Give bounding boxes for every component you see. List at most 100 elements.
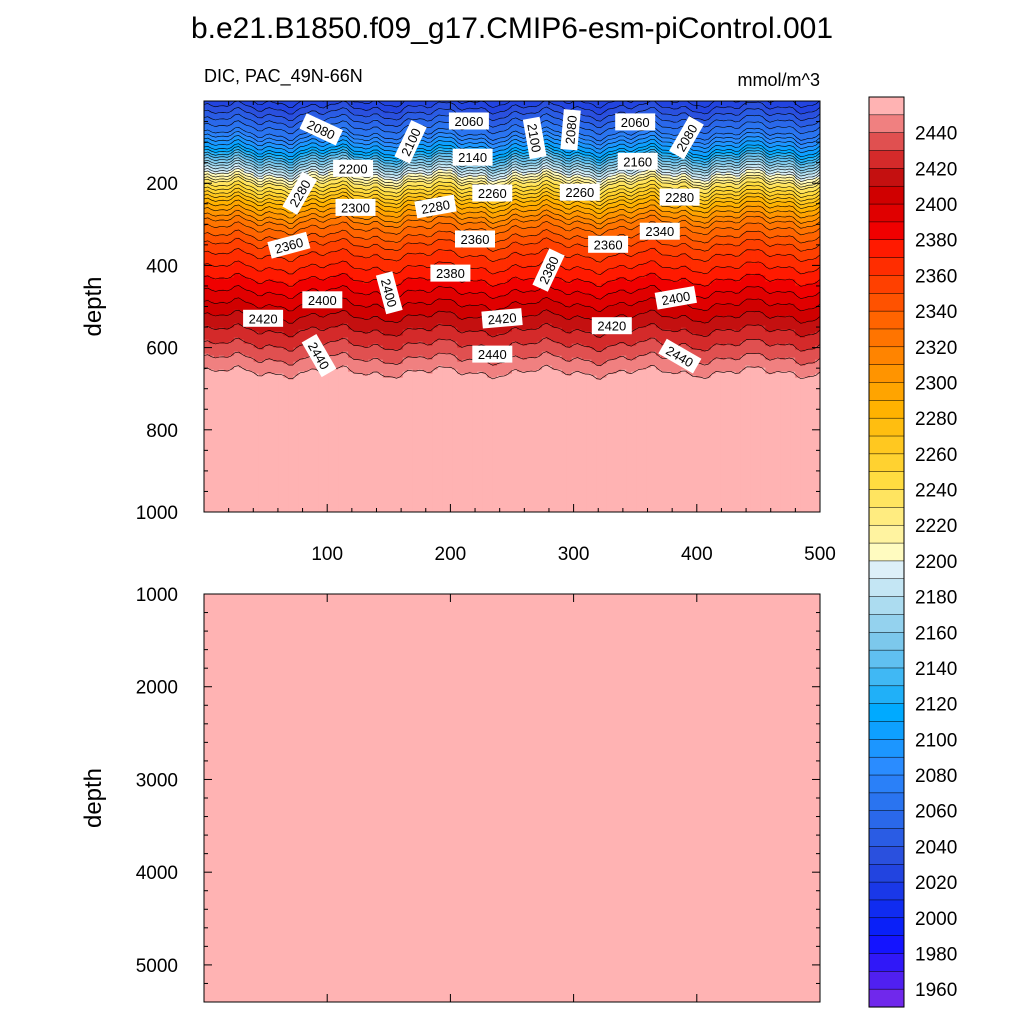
field-cell [740, 119, 747, 126]
field-cell [715, 201, 722, 206]
field-cell [631, 101, 637, 108]
field-cell [338, 193, 344, 198]
field-cell [298, 371, 304, 512]
field-cell [293, 149, 299, 154]
field-cell [760, 325, 766, 343]
field-cell [636, 355, 642, 371]
field-cell [263, 245, 270, 256]
field-cell [556, 101, 563, 106]
field-cell [372, 171, 379, 176]
field-cell [551, 191, 558, 196]
field-cell [204, 171, 210, 174]
field-cell [278, 213, 285, 220]
field-cell [358, 157, 364, 160]
field-cell [641, 313, 647, 329]
field-cell [313, 143, 319, 148]
field-cell [516, 101, 523, 108]
field-cell [238, 197, 245, 202]
field-cell [606, 101, 612, 110]
field-cell [675, 165, 682, 168]
field-cell [258, 111, 265, 120]
field-cell [238, 153, 245, 158]
field-cell [333, 111, 339, 118]
field-cell [536, 175, 543, 178]
field-cell [631, 127, 637, 136]
field-cell [358, 155, 364, 158]
field-cell [571, 371, 578, 512]
field-cell [685, 267, 692, 283]
field-cell [238, 217, 245, 224]
field-cell [675, 157, 682, 160]
field-cell [561, 163, 568, 166]
field-cell [521, 195, 528, 200]
field-cell [293, 145, 299, 150]
field-cell [213, 153, 220, 156]
field-cell [571, 227, 578, 238]
field-cell [348, 303, 354, 317]
field-cell [452, 369, 458, 512]
field-cell [641, 203, 647, 208]
field-cell [228, 209, 235, 214]
field-cell [720, 151, 727, 154]
field-cell [695, 157, 702, 162]
field-cell [740, 169, 747, 174]
field-cell [218, 199, 225, 206]
field-cell [293, 259, 299, 273]
field-cell [397, 173, 404, 178]
field-cell [745, 193, 752, 198]
field-cell [362, 155, 369, 160]
field-cell [223, 343, 230, 359]
field-cell [467, 109, 473, 116]
field-cell [765, 143, 771, 148]
field-cell [576, 175, 583, 178]
field-cell [755, 273, 761, 289]
field-cell [531, 279, 538, 293]
field-cell [755, 311, 761, 327]
field-cell [536, 111, 543, 120]
field-cell [591, 151, 598, 156]
field-cell [680, 101, 687, 106]
field-cell [358, 195, 364, 200]
field-cell [477, 135, 483, 140]
field-cell [372, 279, 379, 293]
field-cell [392, 261, 399, 275]
field-cell [546, 177, 553, 182]
field-cell [715, 145, 722, 150]
field-cell [204, 133, 210, 138]
field-cell [283, 179, 290, 184]
field-cell [377, 213, 384, 220]
field-cell [581, 123, 588, 130]
field-cell [591, 221, 598, 226]
field-cell [372, 183, 379, 186]
field-cell [512, 117, 518, 126]
field-cell [626, 331, 632, 347]
field-cell [735, 101, 742, 110]
field-cell [417, 181, 424, 186]
field-cell [735, 199, 742, 204]
field-cell [437, 167, 444, 170]
field-cell [213, 197, 220, 202]
field-cell [313, 159, 319, 162]
field-cell [263, 173, 270, 176]
field-cell [372, 371, 379, 512]
field-cell [318, 195, 324, 200]
field-cell [720, 187, 727, 192]
field-cell [263, 217, 270, 224]
field-cell [546, 299, 553, 313]
field-cell [651, 199, 657, 206]
field-cell [745, 185, 752, 190]
field-cell [248, 113, 255, 120]
field-cell [298, 121, 304, 128]
field-cell [497, 363, 503, 377]
field-cell [710, 229, 717, 238]
field-cell [641, 143, 647, 148]
field-cell [715, 221, 722, 228]
field-cell [621, 253, 627, 266]
field-cell [710, 139, 717, 144]
field-cell [412, 157, 419, 162]
field-cell [367, 213, 374, 220]
field-cell [556, 243, 563, 254]
field-cell [740, 277, 747, 291]
field-cell [651, 309, 657, 325]
field-cell [755, 153, 761, 156]
